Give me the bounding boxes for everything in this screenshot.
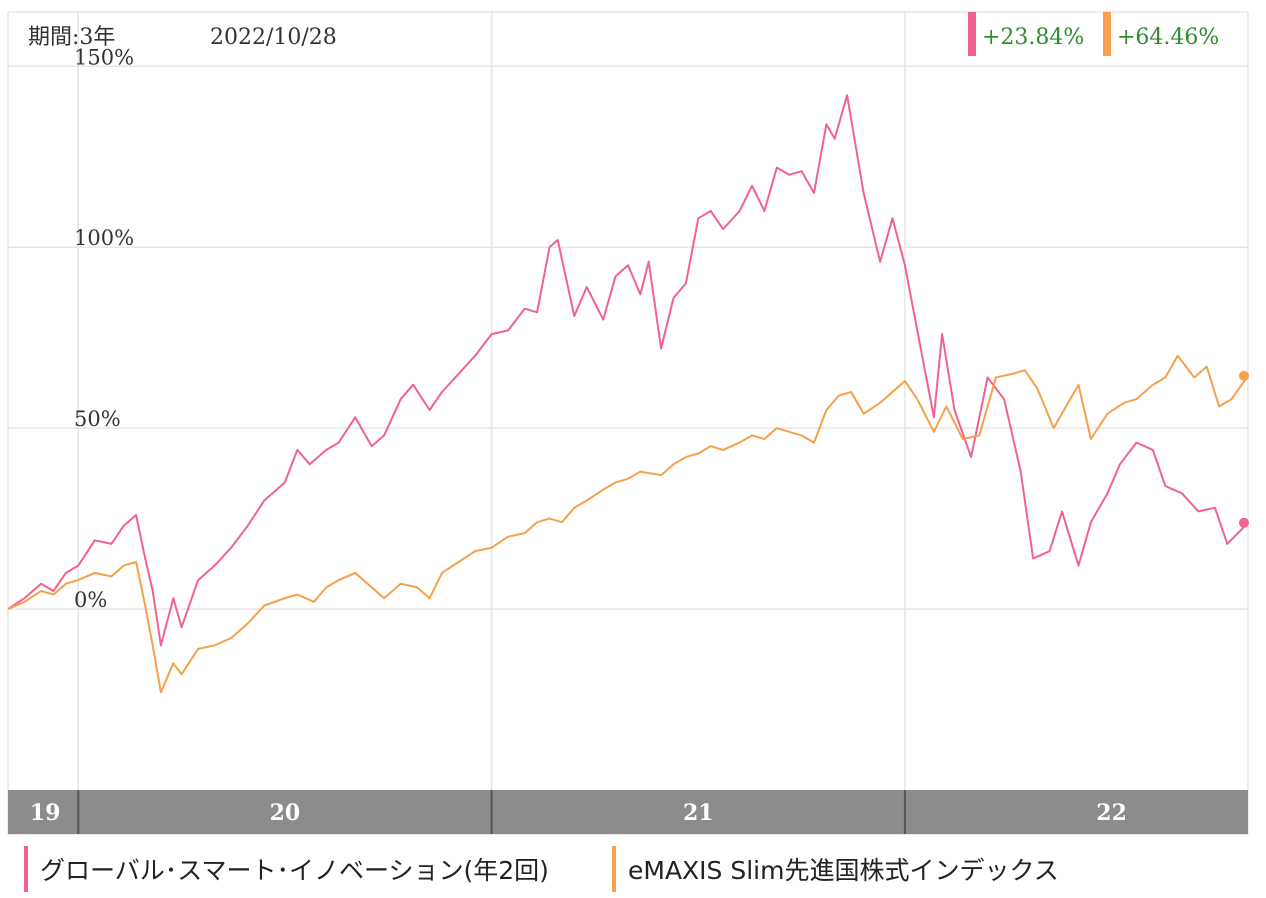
x-tick-label: 22	[1096, 800, 1127, 826]
x-axis-year-dividers	[77, 790, 906, 834]
y-tick-label: 0%	[74, 588, 107, 612]
return-1-value: +23.84%	[982, 25, 1084, 50]
vertical-gridlines	[77, 12, 906, 790]
legend-swatch-pink	[24, 846, 28, 892]
series-line-1	[7, 94, 1249, 647]
series-line-2	[7, 354, 1249, 694]
return-2-value: +64.46%	[1117, 25, 1219, 50]
series-lines	[7, 94, 1249, 694]
return-2-swatch	[1103, 12, 1111, 56]
x-axis-tick-labels: 19 20 21 22	[30, 800, 1127, 826]
legend-item-emaxis-slim: eMAXIS Slim先進国株式インデックス	[612, 846, 1059, 892]
x-axis-bar	[8, 790, 1248, 834]
legend-swatch-orange	[612, 846, 616, 892]
x-tick-label: 20	[270, 800, 301, 826]
y-tick-label: 50%	[74, 407, 121, 431]
x-tick-label: 21	[683, 800, 714, 826]
plot-frame	[7, 11, 1249, 835]
legend-label: eMAXIS Slim先進国株式インデックス	[628, 856, 1059, 885]
x-tick-label: 19	[30, 800, 61, 826]
series-end-markers	[1239, 370, 1249, 528]
chart-legend: グローバル･スマート･イノベーション(年2回) eMAXIS Slim先進国株式…	[0, 838, 1266, 898]
period-label: 期間:3年	[28, 25, 115, 50]
series-end-point-1	[1239, 517, 1249, 528]
y-tick-label: 150%	[74, 45, 134, 69]
series-end-point-2	[1239, 370, 1249, 381]
legend-item-global-smart-innovation: グローバル･スマート･イノベーション(年2回)	[24, 846, 549, 892]
return-1-swatch	[968, 12, 976, 56]
y-tick-label: 100%	[74, 226, 134, 250]
legend-label: グローバル･スマート･イノベーション(年2回)	[40, 856, 549, 885]
date-label: 2022/10/28	[210, 25, 337, 50]
y-axis-tick-labels: 0% 50% 100% 150%	[74, 45, 134, 612]
horizontal-gridlines	[8, 65, 1248, 610]
